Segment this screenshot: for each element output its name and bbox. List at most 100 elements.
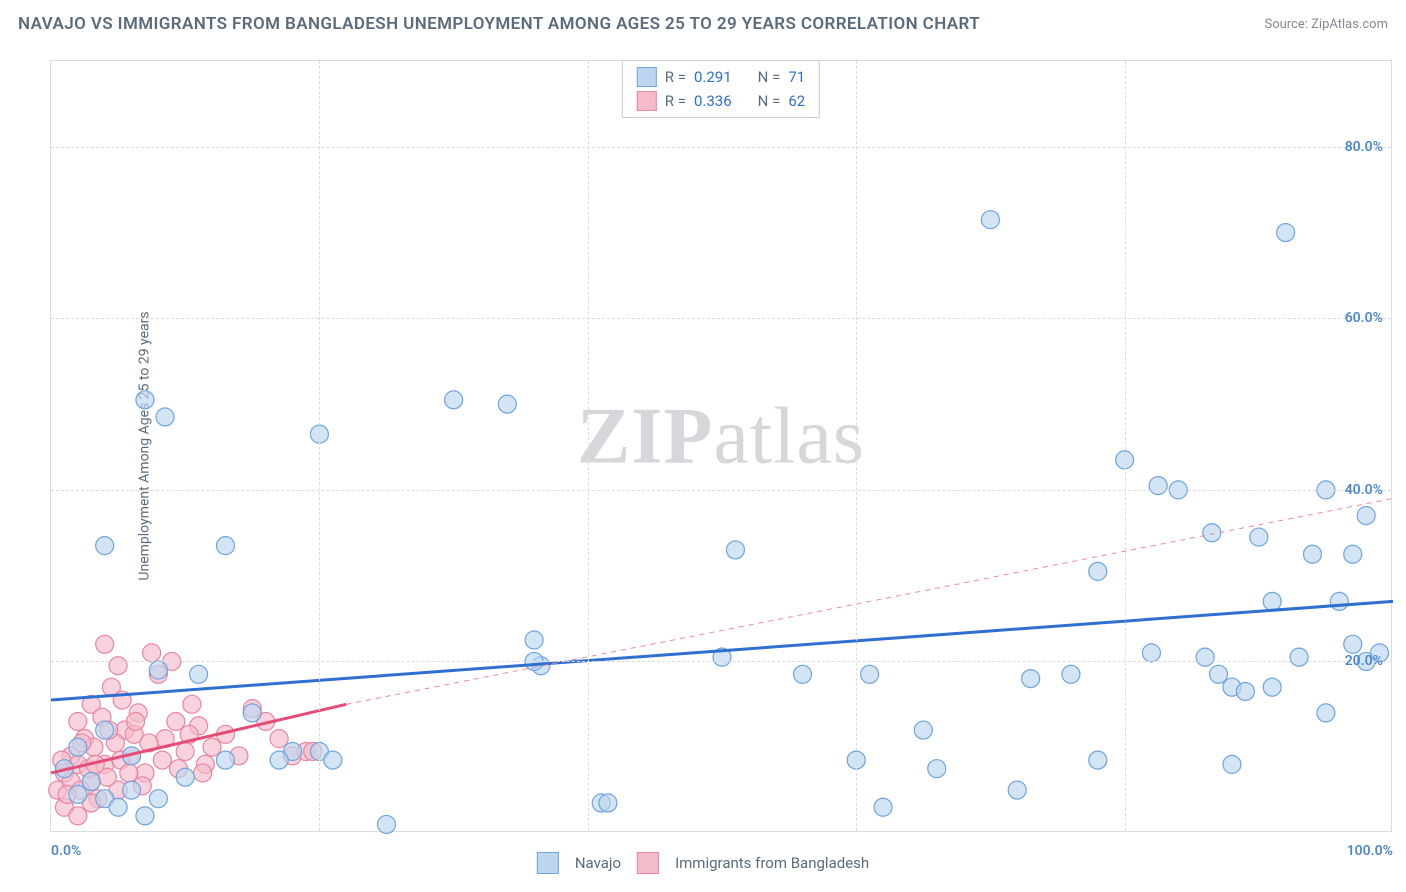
legend-row: R = 0.291 N = 71 [637, 65, 805, 89]
data-point [1277, 224, 1295, 242]
gridline-v [856, 61, 857, 831]
gridline-h [51, 318, 1391, 319]
data-point [216, 751, 234, 769]
r-label: R = [665, 65, 686, 89]
y-tick-label: 60.0% [1345, 310, 1383, 326]
data-point [1196, 648, 1214, 666]
data-point [194, 764, 212, 782]
data-point [1223, 755, 1241, 773]
chart-title: NAVAJO VS IMMIGRANTS FROM BANGLADESH UNE… [18, 14, 980, 34]
data-point [136, 391, 154, 409]
data-point [928, 760, 946, 778]
scatter-plot-svg [51, 61, 1391, 831]
gridline-h [51, 147, 1391, 148]
source-label: Source: ZipAtlas.com [1264, 17, 1388, 32]
correlation-legend: R = 0.291 N = 71 R = 0.336 N = 62 [622, 60, 820, 118]
data-point [1089, 751, 1107, 769]
data-point [153, 751, 171, 769]
data-point [183, 695, 201, 713]
data-point [378, 815, 396, 833]
x-tick-label: 0.0% [51, 843, 81, 859]
data-point [69, 712, 87, 730]
data-point [1263, 678, 1281, 696]
navajo-label: Navajo [575, 854, 621, 872]
data-point [167, 712, 185, 730]
data-point [1317, 704, 1335, 722]
n-label: N = [758, 65, 781, 89]
y-tick-label: 80.0% [1345, 139, 1383, 155]
data-point [1330, 592, 1348, 610]
chart-area: ZIPatlas R = 0.291N = 71R = 0.336N = 62 … [50, 60, 1392, 832]
data-point [109, 657, 127, 675]
data-point [1089, 562, 1107, 580]
data-point [69, 785, 87, 803]
data-point [96, 721, 114, 739]
navajo-swatch [537, 852, 559, 874]
data-point [1236, 682, 1254, 700]
data-point [726, 541, 744, 559]
legend-row: R = 0.336 N = 62 [637, 89, 805, 113]
data-point [1062, 665, 1080, 683]
r-value: 0.291 [694, 65, 732, 89]
data-point [1008, 781, 1026, 799]
data-point [243, 704, 261, 722]
x-tick-label: 100.0% [1347, 843, 1393, 859]
data-point [1303, 545, 1321, 563]
data-point [120, 764, 138, 782]
gridline-h [51, 661, 1391, 662]
data-point [794, 665, 812, 683]
data-point [69, 807, 87, 825]
trendline-navajo [51, 601, 1393, 700]
data-point [445, 391, 463, 409]
gridline-v [1125, 61, 1126, 831]
bangladesh-swatch [637, 852, 659, 874]
data-point [109, 798, 127, 816]
data-point [82, 773, 100, 791]
data-point [270, 751, 288, 769]
data-point [981, 211, 999, 229]
data-point [1290, 648, 1308, 666]
data-point [136, 807, 154, 825]
n-label: N = [758, 89, 781, 113]
data-point [270, 730, 288, 748]
n-value: 71 [788, 65, 805, 89]
data-point [203, 738, 221, 756]
gridline-v [319, 61, 320, 831]
data-point [96, 537, 114, 555]
data-point [1022, 670, 1040, 688]
n-value: 62 [788, 89, 805, 113]
data-point [1250, 528, 1268, 546]
data-point [1203, 524, 1221, 542]
legend-swatch [637, 67, 657, 87]
data-point [69, 738, 87, 756]
legend-swatch [637, 91, 657, 111]
data-point [1344, 635, 1362, 653]
data-point [861, 665, 879, 683]
r-value: 0.336 [694, 89, 732, 113]
data-point [149, 661, 167, 679]
data-point [1149, 477, 1167, 495]
bangladesh-label: Immigrants from Bangladesh [675, 854, 869, 872]
data-point [599, 794, 617, 812]
data-point [176, 743, 194, 761]
data-point [874, 798, 892, 816]
r-label: R = [665, 89, 686, 113]
data-point [324, 751, 342, 769]
data-point [149, 790, 167, 808]
data-point [216, 537, 234, 555]
data-point [498, 395, 516, 413]
data-point [525, 631, 543, 649]
data-point [1357, 507, 1375, 525]
data-point [1142, 644, 1160, 662]
data-point [156, 408, 174, 426]
data-point [176, 768, 194, 786]
data-point [96, 635, 114, 653]
gridline-v [588, 61, 589, 831]
data-point [1210, 665, 1228, 683]
data-point [143, 644, 161, 662]
data-point [127, 712, 145, 730]
data-point [1344, 545, 1362, 563]
gridline-h [51, 490, 1391, 491]
data-point [190, 665, 208, 683]
data-point [123, 781, 141, 799]
